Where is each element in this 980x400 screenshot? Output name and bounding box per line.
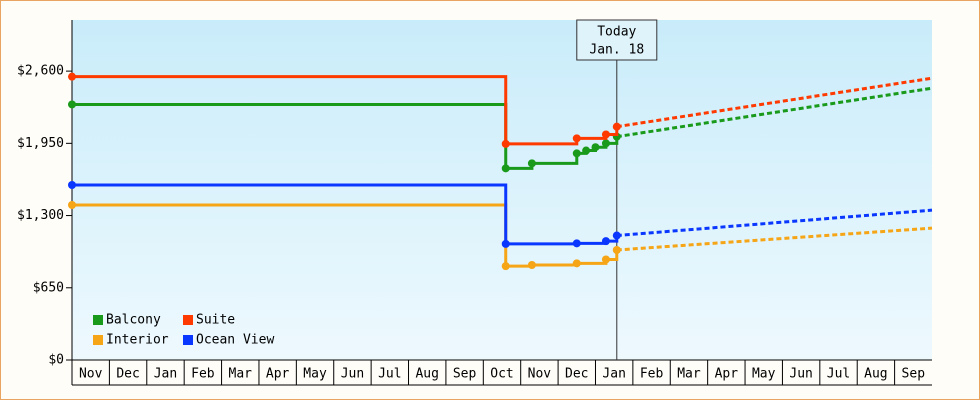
x-tick-label: Jun [789, 367, 812, 382]
forecast-line [616, 76, 933, 129]
point [501, 262, 510, 271]
x-tick-label: Feb [191, 367, 215, 382]
forecast-line [616, 208, 933, 238]
y-tick-label: $1,950 [17, 136, 64, 151]
x-tick-label: Dec [565, 367, 588, 382]
point [68, 100, 76, 109]
x-tick-label: Aug [415, 367, 438, 382]
today-label: Today [597, 25, 636, 40]
y-tick-label: $0 [48, 353, 64, 368]
point [572, 259, 581, 268]
today-box [576, 19, 658, 61]
legend-swatch [93, 315, 103, 325]
x-tick-label: Jan [154, 367, 177, 382]
point [572, 239, 581, 248]
point [612, 246, 621, 254]
legend-label: Ocean View [196, 333, 274, 348]
forecast-line [616, 86, 933, 139]
y-tick-label: $1,300 [17, 208, 64, 223]
legend-label: Suite [196, 313, 235, 328]
point [591, 143, 600, 152]
point [612, 231, 621, 240]
x-tick-label: Aug [864, 367, 887, 382]
point [582, 146, 591, 155]
point [68, 72, 76, 81]
legend-label: Balcony [106, 313, 161, 328]
x-tick-label: Mar [677, 367, 701, 382]
x-tick-label: Oct [490, 367, 513, 382]
x-tick-label: Nov [528, 367, 552, 382]
point [501, 139, 510, 148]
point [527, 159, 536, 168]
point [68, 181, 76, 189]
legend-swatch [183, 315, 193, 325]
x-tick-label: Dec [116, 367, 139, 382]
point [601, 139, 610, 148]
x-tick-label: Mar [229, 367, 253, 382]
legend-swatch [93, 335, 103, 345]
legend-swatch [183, 335, 193, 345]
today-label: Jan. 18 [589, 43, 644, 58]
x-tick-label: Jul [827, 367, 850, 382]
point [601, 130, 610, 139]
x-tick-label: Sep [902, 367, 926, 382]
y-tick-label: $2,600 [17, 64, 64, 79]
point [68, 201, 76, 209]
x-tick-label: Sep [453, 367, 477, 382]
x-tick-label: Apr [715, 367, 739, 382]
x-tick-label: Apr [266, 367, 290, 382]
x-tick-label: Nov [79, 367, 103, 382]
x-tick-label: Jan [602, 367, 625, 382]
point [572, 134, 581, 143]
point [601, 255, 610, 264]
x-tick-label: Jul [378, 367, 401, 382]
point [501, 239, 510, 248]
point [612, 122, 621, 131]
plot-area [72, 20, 932, 360]
x-tick-label: Feb [640, 367, 664, 382]
point [601, 237, 610, 246]
x-tick-label: May [303, 367, 327, 382]
x-tick-label: May [752, 367, 776, 382]
legend-label: Interior [106, 333, 169, 348]
point [501, 164, 510, 173]
forecast-line [616, 226, 933, 252]
point [572, 149, 581, 158]
x-tick-label: Jun [341, 367, 364, 382]
y-tick-label: $650 [33, 280, 64, 295]
point [527, 261, 536, 269]
